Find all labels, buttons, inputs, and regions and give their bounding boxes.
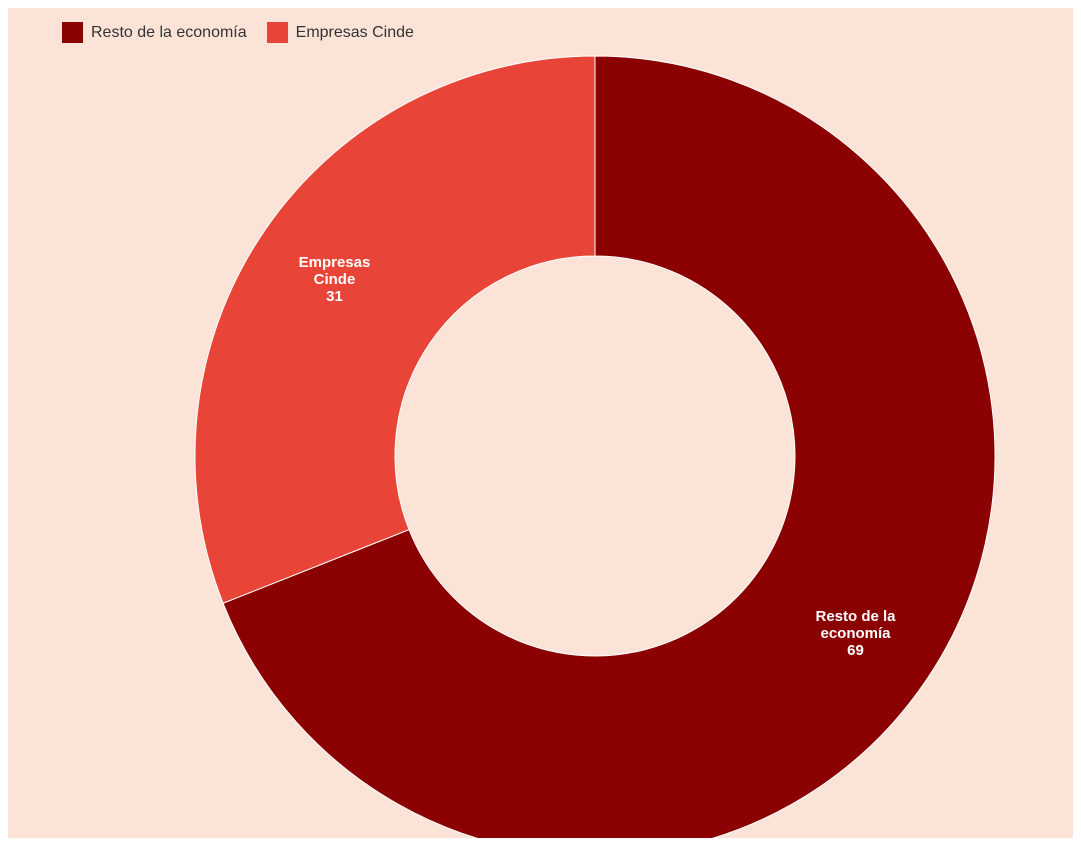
- legend-swatch-cinde: [266, 22, 288, 43]
- slice-empresas-cinde[interactable]: [194, 55, 596, 604]
- legend: Resto de la economía Empresas Cinde: [62, 22, 414, 43]
- chart-area: Resto de la economía Empresas Cinde Rest…: [8, 8, 1073, 838]
- slice-label-resto: Resto de la economía 69: [816, 608, 897, 659]
- legend-item-resto[interactable]: Resto de la economía: [62, 22, 247, 43]
- slice-value: 69: [847, 642, 864, 659]
- donut-chart: Resto de la economía 69 Empresas Cinde 31: [194, 55, 996, 838]
- slice-label-line: Empresas: [299, 254, 371, 271]
- slice-value: 31: [326, 288, 343, 305]
- slice-resto-de-la-economia[interactable]: [222, 55, 996, 838]
- slice-label-line: Cinde: [314, 271, 356, 288]
- slice-label-cinde: Empresas Cinde 31: [299, 254, 371, 305]
- legend-swatch-resto: [62, 22, 83, 43]
- slice-label-line: economía: [821, 625, 892, 642]
- legend-label-cinde: Empresas Cinde: [295, 23, 414, 41]
- legend-label-resto: Resto de la economía: [91, 23, 247, 41]
- slice-label-line: Resto de la: [816, 608, 897, 625]
- legend-item-cinde[interactable]: Empresas Cinde: [266, 22, 414, 43]
